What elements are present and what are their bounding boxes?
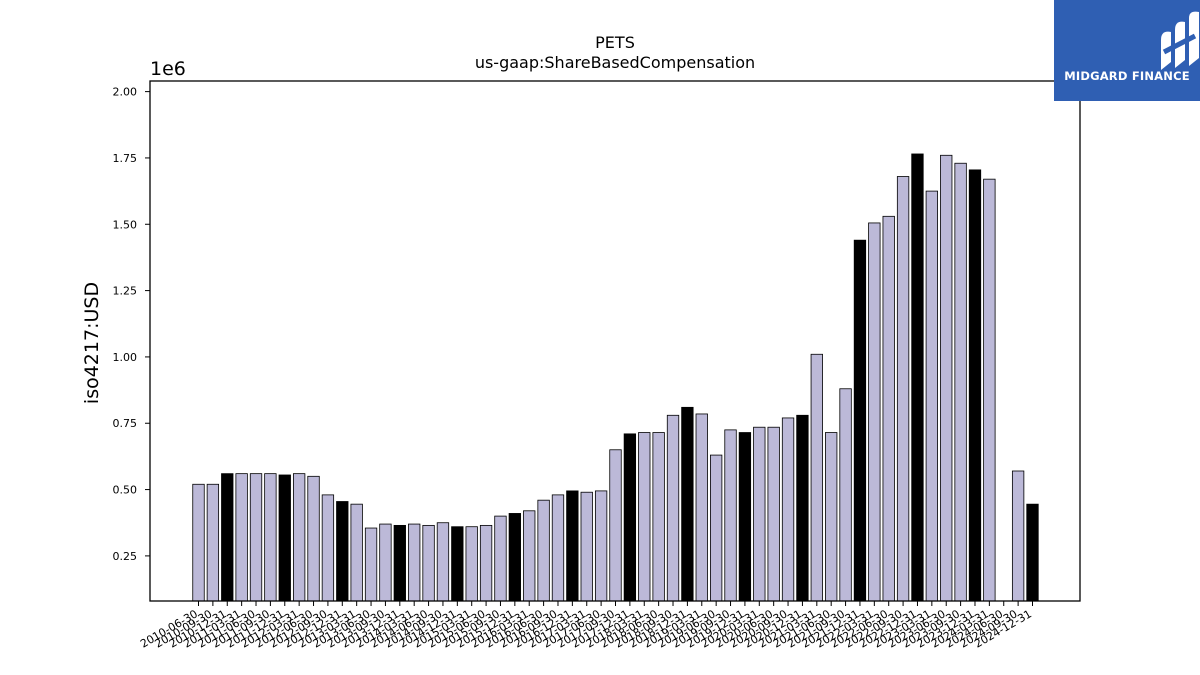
y-tick-label: 0.75 <box>113 417 138 430</box>
bar-2022-03-31 <box>868 222 881 602</box>
bar-2010-09-30 <box>206 483 220 602</box>
plot-frame <box>149 80 1081 602</box>
bar-2015-03-31 <box>465 526 478 602</box>
bar-2022-12-31 <box>911 153 924 602</box>
brand-name: MIDGARD FINANCE <box>1064 69 1190 83</box>
bar-2011-09-30 <box>264 473 277 602</box>
bar-2011-03-31 <box>235 473 248 602</box>
bar-2021-12-31 <box>853 239 867 602</box>
bar-2021-03-31 <box>810 353 823 602</box>
midgard-logo-icon <box>1161 11 1199 70</box>
y-tick-label: 2.00 <box>113 86 138 99</box>
bar-2012-03-31 <box>292 473 306 602</box>
bar-2018-03-31 <box>638 432 651 602</box>
bar-2016-09-30 <box>551 494 565 602</box>
bar-2017-09-30 <box>609 449 622 602</box>
bar-2015-06-30 <box>479 524 493 602</box>
bar-2024-12-31 <box>1026 503 1039 602</box>
bar-2012-09-30 <box>321 494 335 602</box>
bar-2014-06-30 <box>422 524 435 602</box>
bar-2019-03-31 <box>695 413 708 602</box>
y-tick-label: 0.50 <box>113 484 138 497</box>
y-tick-label: 1.25 <box>113 285 138 298</box>
bar-2012-06-30 <box>307 475 320 602</box>
bar-2017-06-30 <box>594 490 608 602</box>
bar-2021-09-30 <box>839 388 852 602</box>
bar-2014-09-30 <box>436 522 450 602</box>
chart-title: PETS <box>595 33 635 52</box>
y-multiplier-label: 1e6 <box>150 58 186 80</box>
bar-2018-09-30 <box>666 414 680 602</box>
bar-2013-12-31 <box>393 524 406 602</box>
bar-2015-12-31 <box>508 513 521 602</box>
bar-2023-12-31 <box>968 169 982 602</box>
y-tick-label: 1.75 <box>113 152 138 165</box>
bar-2023-09-30 <box>954 162 967 602</box>
bar-2022-06-30 <box>882 215 895 602</box>
y-tick-label: 1.50 <box>113 218 138 231</box>
bar-2023-03-31 <box>925 190 938 602</box>
bar-2019-12-31 <box>738 432 752 602</box>
bar-2017-12-31 <box>623 433 637 602</box>
bar-2020-03-31 <box>753 426 766 602</box>
bar-2016-06-30 <box>537 499 550 602</box>
x-axis: 2010-06-302010-09-302010-12-312011-03-31… <box>138 601 1034 651</box>
bars-group <box>192 153 1039 602</box>
bar-2015-09-30 <box>494 515 507 602</box>
bar-2017-03-31 <box>580 491 593 602</box>
bar-2010-12-31 <box>221 473 234 602</box>
bar-2011-06-30 <box>249 473 263 602</box>
bar-2012-12-31 <box>336 501 349 602</box>
bar-2016-03-31 <box>523 510 536 602</box>
bar-2020-06-30 <box>767 426 780 602</box>
bar-2018-06-30 <box>652 432 665 602</box>
bar-2021-06-30 <box>825 432 838 602</box>
bar-2014-12-31 <box>451 526 464 602</box>
y-axis-label: iso4217:USD <box>81 282 103 404</box>
bar-2020-12-31 <box>796 414 809 602</box>
bar-2013-03-31 <box>350 503 363 602</box>
y-axis: 0.25 0.50 0.75 1.00 1.25 1.50 1.75 2.00 <box>113 86 150 563</box>
bar-2023-06-30 <box>940 154 953 602</box>
bar-2024-03-31 <box>983 178 996 602</box>
bar-2022-09-30 <box>896 176 910 602</box>
y-tick-label: 1.00 <box>113 351 138 364</box>
bar-2014-03-31 <box>408 523 421 602</box>
bar-2024-09-30 <box>1011 470 1025 602</box>
bar-2019-06-30 <box>710 454 723 602</box>
chart-subtitle: us-gaap:ShareBasedCompensation <box>475 53 755 72</box>
bar-2018-12-31 <box>681 406 694 602</box>
bar-2016-12-31 <box>566 490 579 602</box>
bar-2019-09-30 <box>724 429 737 602</box>
bar-2010-06-30 <box>192 483 205 602</box>
bar-2013-06-30 <box>364 527 378 602</box>
y-tick-label: 0.25 <box>113 550 138 563</box>
bar-2013-09-30 <box>379 523 392 602</box>
bar-2011-12-31 <box>278 474 291 602</box>
bar-2020-09-30 <box>781 417 795 602</box>
brand-logo: MIDGARD FINANCE <box>1054 0 1200 101</box>
